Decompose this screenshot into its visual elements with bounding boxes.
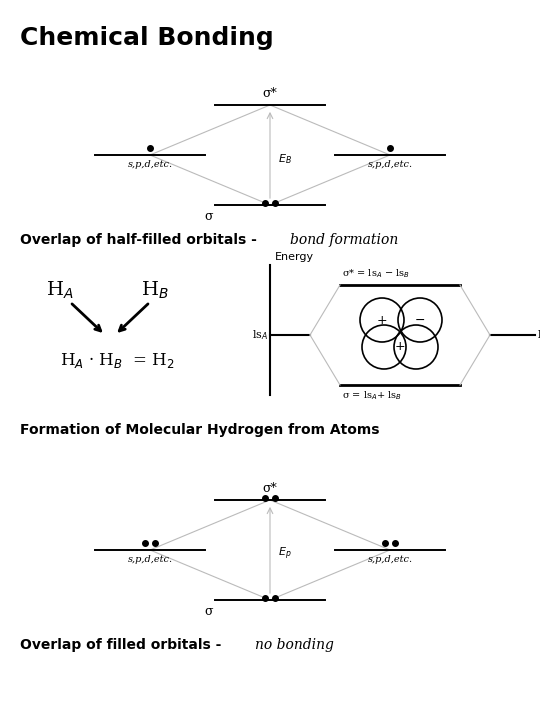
Text: σ: σ: [205, 210, 213, 223]
Text: +: +: [395, 341, 406, 354]
Text: no bonding: no bonding: [255, 638, 334, 652]
Text: σ* = ls$_A$ − ls$_B$: σ* = ls$_A$ − ls$_B$: [342, 267, 410, 280]
Text: σ = ls$_A$+ ls$_B$: σ = ls$_A$+ ls$_B$: [342, 389, 402, 402]
Text: σ: σ: [205, 605, 213, 618]
Text: H$_A$ · H$_B$  = H$_2$: H$_A$ · H$_B$ = H$_2$: [60, 351, 175, 369]
Text: Overlap of filled orbitals -: Overlap of filled orbitals -: [20, 638, 226, 652]
Text: s,p,d,etc.: s,p,d,etc.: [367, 555, 413, 564]
Text: s,p,d,etc.: s,p,d,etc.: [127, 555, 173, 564]
Text: Overlap of half-filled orbitals -: Overlap of half-filled orbitals -: [20, 233, 262, 247]
Text: −: −: [415, 313, 426, 326]
Text: $E_B$: $E_B$: [278, 152, 292, 166]
Text: ls$_B$: ls$_B$: [537, 328, 540, 342]
Text: H$_A$: H$_A$: [46, 279, 74, 301]
Text: +: +: [377, 313, 387, 326]
Text: bond formation: bond formation: [290, 233, 399, 247]
Text: H$_B$: H$_B$: [141, 279, 169, 301]
Text: Formation of Molecular Hydrogen from Atoms: Formation of Molecular Hydrogen from Ato…: [20, 423, 380, 437]
Text: $E_p$: $E_p$: [278, 546, 292, 562]
Text: σ*: σ*: [262, 87, 278, 100]
Text: Chemical Bonding: Chemical Bonding: [20, 26, 274, 50]
Text: s,p,d,etc.: s,p,d,etc.: [127, 160, 173, 169]
Text: ls$_A$: ls$_A$: [252, 328, 268, 342]
Text: Energy: Energy: [275, 252, 314, 262]
Text: s,p,d,etc.: s,p,d,etc.: [367, 160, 413, 169]
Text: σ*: σ*: [262, 482, 278, 495]
